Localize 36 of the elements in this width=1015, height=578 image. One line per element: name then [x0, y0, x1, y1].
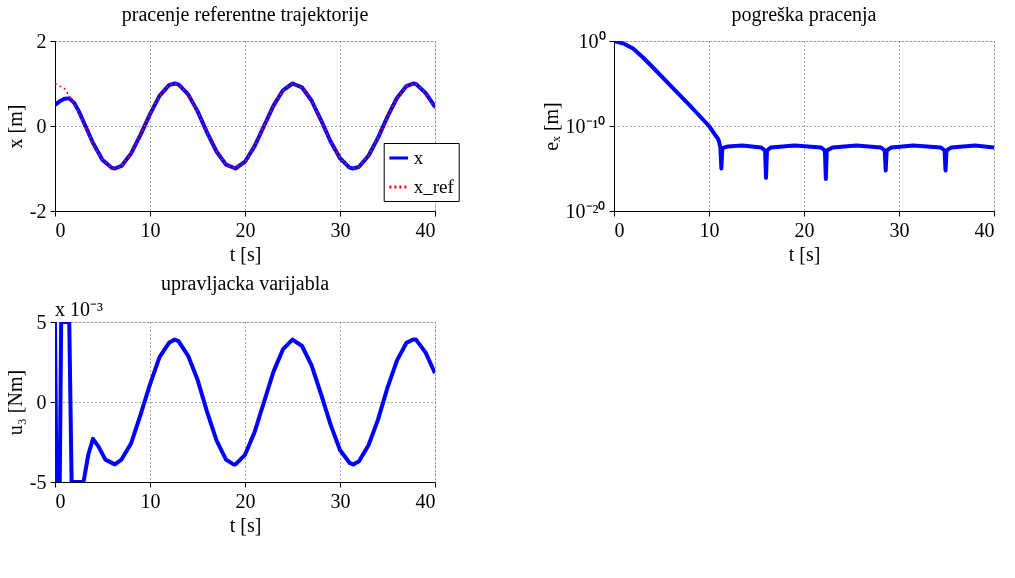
- y-tick-label: 5: [36, 310, 47, 333]
- chart-title: pracenje referentne trajektorije: [121, 3, 369, 26]
- x-tick-label: 10: [140, 218, 161, 241]
- chart-title: upravljacka varijabla: [160, 272, 330, 295]
- x-axis-title: t [s]: [788, 242, 821, 265]
- x-tick-label: 40: [415, 489, 436, 512]
- y-tick-label: 10⁻²⁰: [565, 199, 606, 222]
- x-tick-label: 20: [235, 489, 256, 512]
- y-axis-title: x [m]: [3, 104, 26, 149]
- text: x 10⁻³: [55, 298, 103, 320]
- chart-title: pogreška pracenja: [731, 3, 877, 26]
- y-tick-label: 0: [36, 114, 47, 137]
- x-tick-label: 30: [330, 218, 351, 241]
- x-tick-label: 30: [330, 489, 351, 512]
- x-tick-label: 30: [889, 218, 910, 241]
- x-tick-label: 10: [699, 218, 720, 241]
- x-tick-label: 20: [235, 218, 256, 241]
- y-axis-title: u₃ [Nm]: [3, 369, 26, 436]
- x-tick-label: 0: [55, 489, 66, 512]
- x-axis-title: t [s]: [229, 513, 262, 536]
- y-tick-label: 0: [36, 390, 47, 413]
- y-tick-label: -5: [29, 470, 47, 493]
- x-tick-label: 40: [974, 218, 995, 241]
- x-axis-title: t [s]: [229, 242, 262, 265]
- y-tick-label: -2: [29, 199, 47, 222]
- y-axis-title: eₓ [m]: [539, 102, 562, 151]
- x-tick-label: 40: [415, 218, 436, 241]
- x-tick-label: 10: [140, 489, 161, 512]
- y-tick-label: 2: [36, 29, 47, 52]
- x-tick-label: 0: [55, 218, 66, 241]
- x-tick-label: 0: [614, 218, 625, 241]
- y-tick-label: 10⁰: [578, 29, 606, 52]
- y-tick-label: 10⁻¹⁰: [565, 114, 606, 137]
- x-tick-label: 20: [794, 218, 815, 241]
- legend-label: x_ref: [413, 176, 455, 197]
- legend-label: x: [413, 147, 424, 168]
